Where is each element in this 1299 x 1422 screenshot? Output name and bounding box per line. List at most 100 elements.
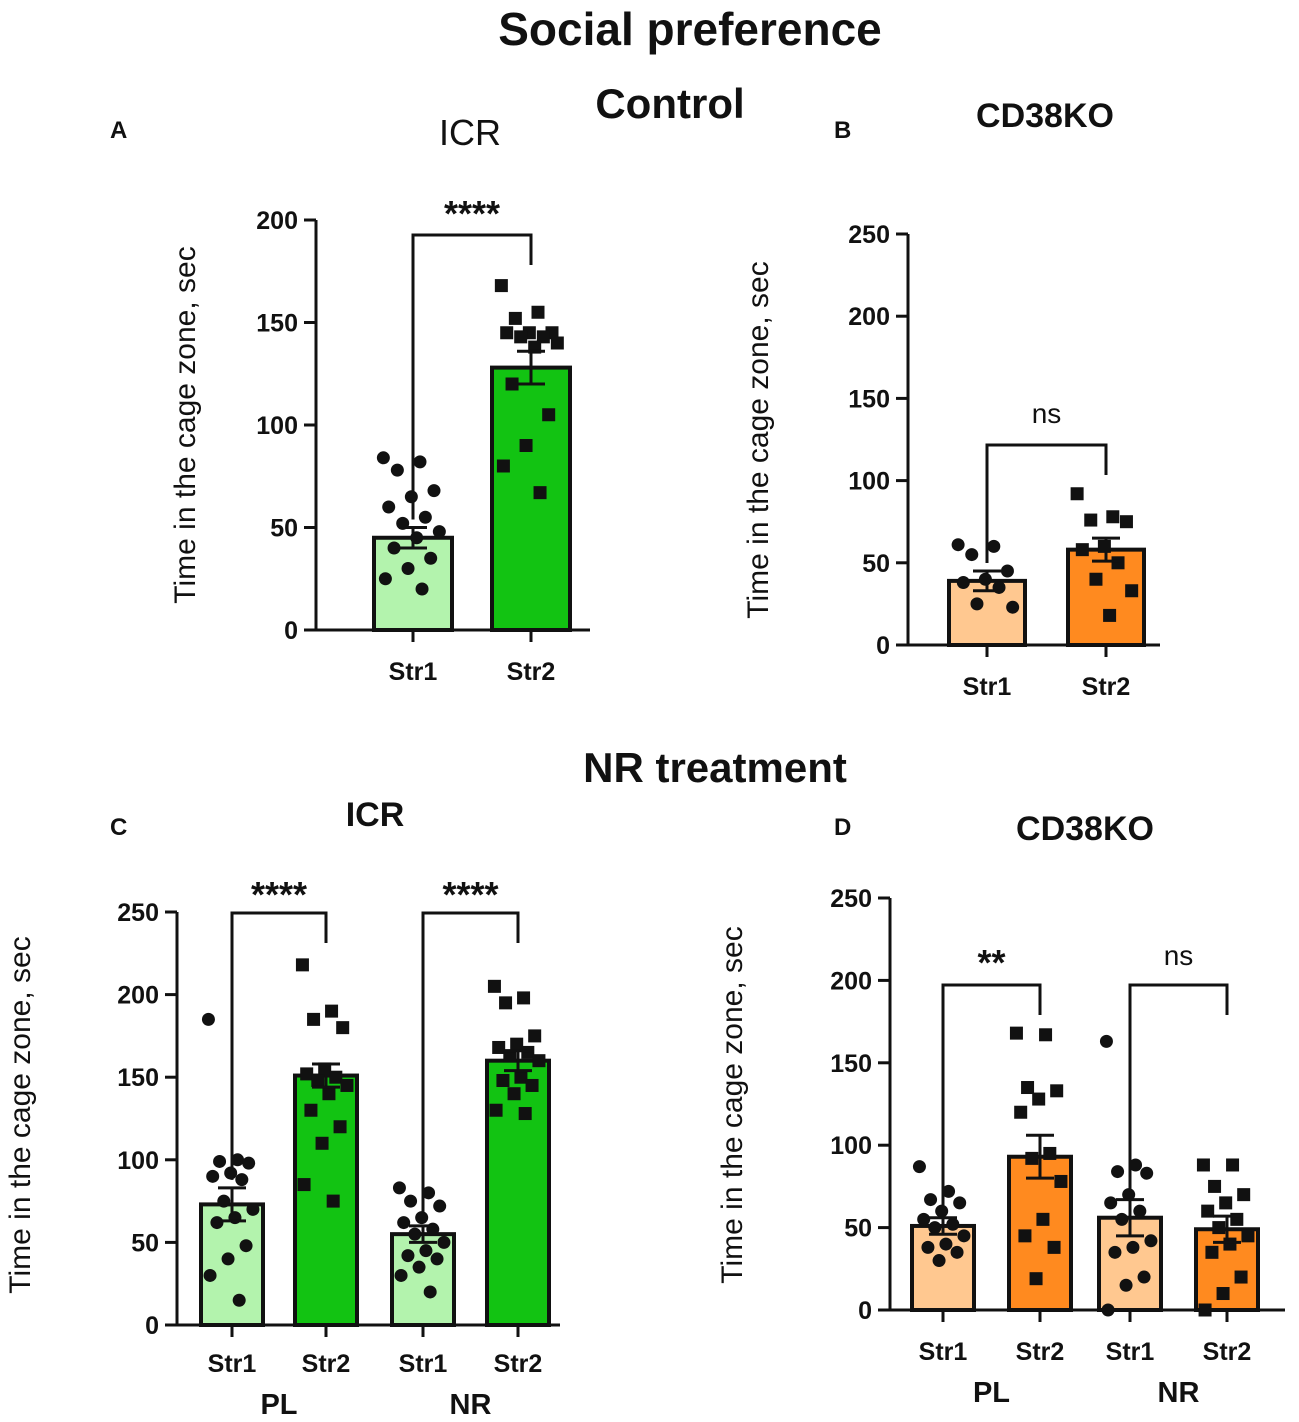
panel-a-data-point	[432, 525, 446, 539]
panel-a-data-point	[531, 305, 545, 319]
panel-c-group-label: PL	[260, 1389, 297, 1421]
panel-b-data-point	[1070, 487, 1084, 501]
panel-d-data-point	[912, 1160, 926, 1174]
panel-a-data-point	[536, 330, 550, 344]
panel-d-data-point	[1032, 1092, 1046, 1106]
section-nr-title: NR treatment	[583, 744, 847, 791]
panel-a-y-tick-label: 100	[256, 412, 298, 440]
panel-a-data-point	[427, 484, 441, 498]
panel-d-group-label: NR	[1158, 1377, 1200, 1409]
panel-d-category-label: Str1	[1106, 1338, 1155, 1366]
panel-d-category-label: Str2	[1016, 1338, 1065, 1366]
panel-c-significance-bracket	[421, 911, 520, 1218]
panel-d-data-point	[1108, 1245, 1122, 1259]
panel-c-data-point	[437, 1235, 451, 1249]
panel-c-data-point	[235, 1173, 249, 1187]
panel-c-bar-4	[485, 1058, 551, 1328]
panel-a: A ICR Time in the cage zone, sec 0 50 100 1…	[110, 112, 590, 686]
panel-c-data-point	[217, 1194, 231, 1208]
panel-d-y-tick-label: 150	[830, 1050, 872, 1078]
panel-d-data-point	[1196, 1158, 1210, 1172]
panel-a-data-point	[418, 510, 432, 524]
panel-a-category-label: Str1	[389, 658, 438, 686]
panel-c-data-point	[325, 1004, 339, 1018]
panel-a-significance-bracket	[411, 233, 533, 520]
panel-b-y-axis-label: Time in the cage zone, sec	[742, 261, 775, 618]
panel-c-data-point	[489, 1103, 503, 1117]
panel-d-data-point	[1201, 1204, 1215, 1218]
panel-c-data-point	[304, 1103, 318, 1117]
panel-a-y-tick-label: 150	[256, 310, 298, 338]
panel-d-data-point	[1029, 1272, 1043, 1286]
panel-c-data-point	[315, 1136, 329, 1150]
panel-a-data-point	[514, 330, 528, 344]
panel-c-data-point	[518, 1107, 532, 1121]
panel-d-data-point	[1039, 1028, 1053, 1042]
panel-b-y-tick-label: 200	[848, 303, 890, 331]
panel-a-category-label: Str2	[507, 658, 556, 686]
panel-c: C ICR Time in the cage zone, sec 0 50 100 1…	[4, 796, 560, 1421]
panel-d-data-point	[1133, 1204, 1147, 1218]
panel-c-category-label: Str1	[399, 1350, 448, 1378]
panel-d-data-point	[957, 1229, 971, 1243]
panel-d-data-point	[1099, 1034, 1113, 1048]
panel-d-category-label: Str1	[919, 1338, 968, 1366]
panel-d-y-tick-label: 250	[830, 885, 872, 913]
panel-a-y-tick-label: 0	[284, 617, 298, 645]
panel-a-data-point	[550, 336, 564, 350]
panel-a-y-axis-label: Time in the cage zone, sec	[169, 246, 202, 603]
panel-b-letter: B	[834, 117, 851, 144]
panel-a-data-point	[382, 500, 396, 514]
panel-a-data-point	[404, 490, 418, 504]
panel-d-data-point	[1119, 1278, 1133, 1292]
panel-c-data-point	[499, 996, 513, 1010]
panel-c-data-point	[525, 1078, 539, 1092]
panel-d-data-point	[950, 1245, 964, 1259]
panel-d-category-label: Str2	[1203, 1338, 1252, 1366]
panel-b-data-point	[965, 548, 979, 562]
panel-d-data-point	[1115, 1212, 1129, 1226]
panel-d-data-point	[939, 1237, 953, 1251]
panel-d-y-tick-label: 0	[858, 1297, 872, 1325]
panel-a-data-point	[494, 279, 508, 293]
panel-c-y-tick-label: 0	[145, 1312, 159, 1340]
panel-b-title: CD38KO	[976, 97, 1114, 135]
panel-c-data-point	[232, 1293, 246, 1307]
panel-c-y-tick-label: 200	[117, 982, 159, 1010]
panel-c-group-label: NR	[450, 1389, 492, 1421]
panel-b-data-point	[1106, 510, 1120, 524]
panel-d-data-point	[953, 1196, 967, 1210]
panel-b-data-point	[1075, 543, 1089, 557]
panel-b-significance-label: ns	[1032, 398, 1062, 429]
panel-c-data-point	[239, 1239, 253, 1253]
panel-d-data-point	[1043, 1146, 1057, 1160]
panel-d-data-point	[1126, 1240, 1140, 1254]
panel-c-data-point	[532, 1054, 546, 1068]
panel-d-data-point	[1036, 1212, 1050, 1226]
panel-c-data-point	[221, 1252, 235, 1266]
panel-a-data-point	[542, 408, 556, 422]
panel-d-significance-bracket	[1128, 983, 1229, 1192]
panel-c-data-point	[394, 1268, 408, 1282]
panel-b-y-tick-label: 0	[876, 632, 890, 660]
panel-c-data-point	[322, 1087, 336, 1101]
panel-a-data-point	[387, 541, 401, 555]
panel-a-plot: 0 50 100 150 200 Str1 Str2 ****	[256, 193, 590, 686]
panel-b-data-point	[1000, 564, 1014, 578]
panel-c-y-tick-label: 250	[117, 899, 159, 927]
panel-d-data-point	[917, 1212, 931, 1226]
panel-a-data-point	[508, 311, 522, 325]
panel-b-data-point	[951, 538, 965, 552]
panel-c-data-point	[326, 1194, 340, 1208]
panel-d-data-point	[1111, 1165, 1125, 1179]
panel-a-bar-2	[490, 365, 572, 632]
panel-c-data-point	[433, 1199, 447, 1213]
panel-d-data-point	[1050, 1084, 1064, 1098]
panel-d-data-point	[1014, 1105, 1028, 1119]
panel-d-data-point	[1122, 1188, 1136, 1202]
panel-d-data-point	[1021, 1081, 1035, 1095]
panel-b-y-tick-label: 100	[848, 468, 890, 496]
panel-d-data-point	[942, 1184, 956, 1198]
